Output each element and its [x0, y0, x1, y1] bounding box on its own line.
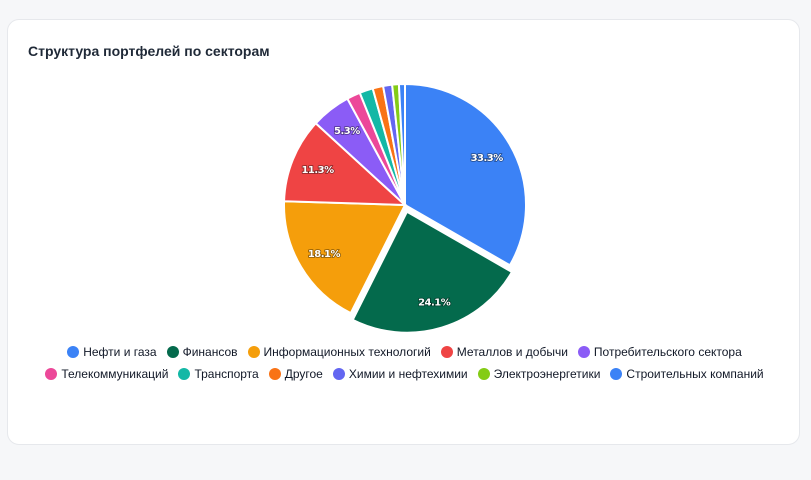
legend-row: Нефти и газа Финансов Информационных техно…	[8, 345, 801, 359]
legend-swatch	[440, 346, 453, 358]
legend-swatch	[477, 368, 490, 380]
legend-label: Потребительского сектора	[593, 345, 742, 359]
legend-item[interactable]: Информационных технологий	[247, 345, 431, 359]
legend-item[interactable]: Другое	[268, 367, 323, 381]
legend-label: Другое	[284, 367, 323, 381]
slice-label-0: 33.3%	[471, 153, 504, 164]
legend-item[interactable]: Финансов	[166, 345, 238, 359]
legend-label: Информационных технологий	[263, 345, 431, 359]
pie-slice-10[interactable]	[397, 82, 406, 206]
legend-swatch	[67, 346, 80, 358]
chart-legend: Нефти и газа Финансов Информационных техно…	[8, 345, 801, 389]
legend-item[interactable]: Транспорта	[178, 367, 259, 381]
legend-swatch	[247, 346, 260, 358]
pie-slice-3[interactable]	[283, 121, 408, 207]
legend-swatch	[45, 368, 58, 380]
sector-structure-card: Структура портфелей по секторам 33.3% 24.…	[7, 19, 800, 445]
legend-swatch	[610, 368, 623, 380]
legend-label: Телекоммуникаций	[61, 367, 169, 381]
legend-swatch	[166, 346, 179, 358]
legend-item[interactable]: Электроэнергетики	[477, 367, 601, 381]
legend-label: Металлов и добычи	[456, 345, 568, 359]
legend-item[interactable]: Нефти и газа	[67, 345, 157, 359]
legend-label: Электроэнергетики	[493, 367, 601, 381]
legend-label: Транспорта	[194, 367, 259, 381]
legend-label: Финансов	[182, 345, 238, 359]
legend-label: Строительных компаний	[626, 367, 764, 381]
slice-label-4: 5.3%	[334, 126, 360, 137]
slice-label-3: 11.3%	[301, 165, 334, 176]
pie-slice-0[interactable]	[404, 82, 527, 267]
legend-swatch	[178, 368, 191, 380]
slice-label-1: 24.1%	[418, 298, 451, 309]
legend-label: Химии и нефтехимии	[348, 367, 468, 381]
legend-swatch	[268, 368, 281, 380]
slice-label-2: 18.1%	[308, 249, 341, 260]
legend-item[interactable]: Металлов и добычи	[440, 345, 568, 359]
legend-label: Нефти и газа	[83, 345, 157, 359]
legend-item[interactable]: Потребительского сектора	[577, 345, 742, 359]
pie-chart: 33.3% 24.1% 18.1% 11.3% 5.3%	[283, 82, 527, 334]
legend-item[interactable]: Телекоммуникаций	[45, 367, 168, 381]
legend-item[interactable]: Химии и нефтехимии	[332, 367, 468, 381]
card-title: Структура портфелей по секторам	[28, 43, 270, 59]
legend-swatch	[332, 368, 345, 380]
pie-slice-2[interactable]	[283, 200, 407, 315]
legend-swatch	[577, 346, 590, 358]
legend-item[interactable]: Строительных компаний	[610, 367, 764, 381]
legend-row: Телекоммуникаций Транспорта Другое Химии и …	[8, 367, 801, 381]
pie-slice-1[interactable]	[351, 210, 514, 334]
